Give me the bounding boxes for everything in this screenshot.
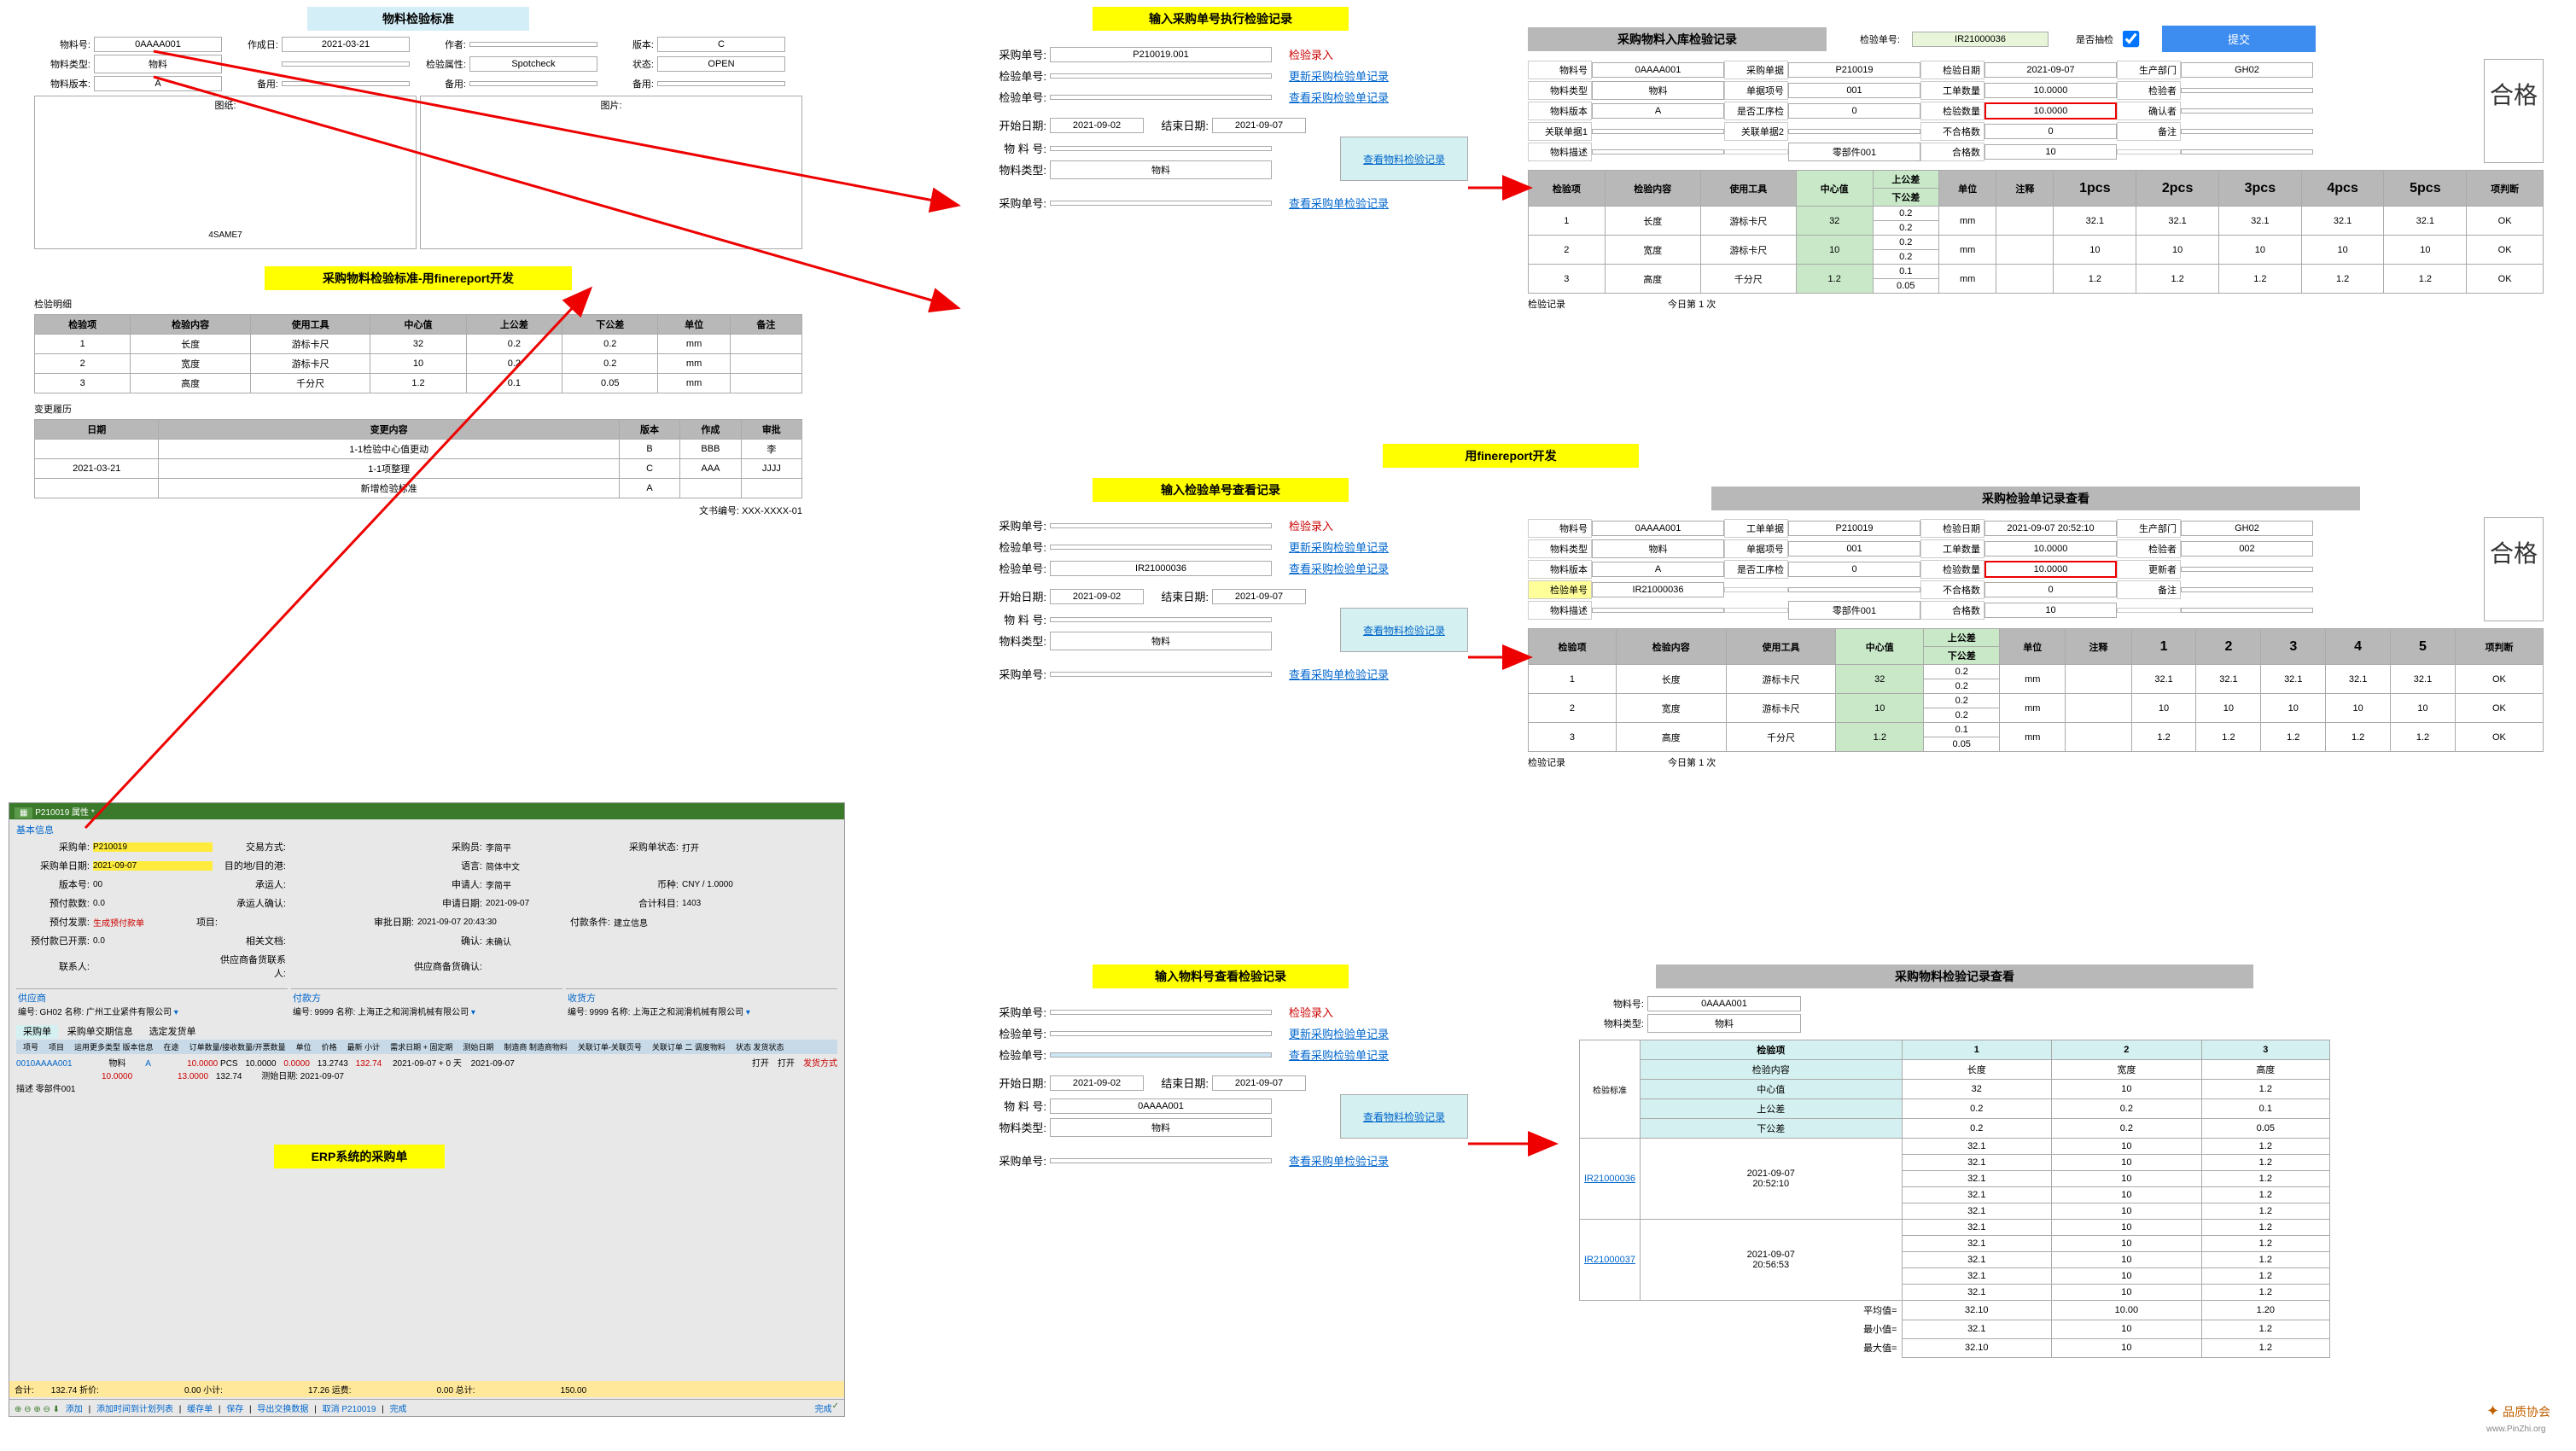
p1-subtitle: 采购物料检验标准-用finereport开发: [265, 266, 572, 290]
pass-stamp: 合格: [2484, 59, 2544, 163]
material-std-panel: 物料检验标准 物料号:0AAAA001作成日:2021-03-21作者:版本:C…: [34, 7, 802, 517]
query-panel-1: 输入采购单号执行检验记录 采购单号:P210019.001检验录入检验单号:更新…: [973, 7, 1468, 214]
erp-tab-3[interactable]: 选定发货单: [143, 1025, 203, 1039]
incoming-record-panel: 采购物料入库检验记录 检验单号: IR21000036 是否抽检 提交 物料号0…: [1528, 26, 2544, 311]
finereport-label: 用finereport开发: [1383, 444, 1639, 468]
query-panel-3: 输入物料号查看检验记录 采购单号:检验录入检验单号:更新采购检验单记录检验单号:…: [973, 964, 1468, 1172]
spot-check-checkbox[interactable]: [2123, 31, 2140, 48]
erp-tab-2[interactable]: 采购单交期信息: [61, 1025, 140, 1039]
material-history-panel: 采购物料检验记录查看 物料号:0AAAA001物料类型:物料 检验标准检验项12…: [1579, 964, 2330, 1358]
erp-titlebar: ▦ P210019 属性 *: [9, 803, 844, 819]
pass-stamp-2: 合格: [2484, 517, 2544, 621]
inspection-table-2: 检验项检验内容使用工具中心值上公差下公差单位注释12345项判断1长度游标卡尺3…: [1528, 628, 2544, 752]
history-table: 检验标准检验项123检验内容长度宽度高度中心值32101.2上公差0.20.20…: [1579, 1040, 2330, 1358]
p1-title: 物料检验标准: [307, 7, 529, 31]
check-number: IR21000036: [1912, 32, 2049, 47]
submit-button[interactable]: 提交: [2162, 26, 2316, 52]
erp-line-link[interactable]: 0010AAAA001: [16, 1059, 73, 1069]
query-panel-2: 输入检验单号查看记录 采购单号:检验录入检验单号:更新采购检验单记录检验单号:I…: [973, 478, 1468, 685]
view-record-panel: 采购检验单记录查看 物料号0AAAA001工单单据P210019检验日期2021…: [1528, 487, 2544, 769]
erp-window: ▦ P210019 属性 * 基本信息 采购单:P210019交易方式:采购员:…: [9, 802, 845, 1417]
inspection-table: 检验项检验内容使用工具中心值上公差下公差单位注释1pcs2pcs3pcs4pcs…: [1528, 170, 2544, 294]
logo: ✦ 品质协会 www.PinZhi.org: [2486, 1402, 2550, 1434]
erp-label: ERP系统的采购单: [274, 1145, 445, 1168]
hist-table: 日期变更内容版本作成审批1-1检验中心值更动BBBB李2021-03-211-1…: [34, 419, 802, 498]
spec-table: 检验项检验内容使用工具中心值上公差下公差单位备注1长度游标卡尺320.20.2m…: [34, 314, 802, 393]
erp-tab-1[interactable]: 采购单: [16, 1025, 58, 1039]
